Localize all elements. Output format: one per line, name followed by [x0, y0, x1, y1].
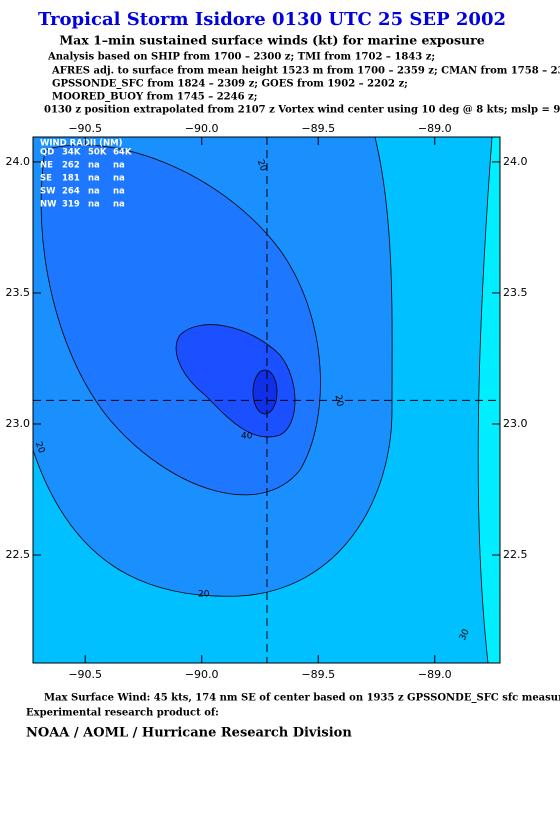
- y-tick-label: 24.0: [503, 155, 528, 168]
- x-tick-label: −89.5: [301, 668, 335, 681]
- wind-radii-cell: QD: [40, 148, 54, 158]
- wind-radii-cell: SW: [40, 187, 56, 197]
- wind-radii-title: WIND RADII (NM): [40, 139, 123, 149]
- x-tick-label: −90.5: [68, 668, 102, 681]
- y-tick-label: 23.5: [6, 286, 31, 299]
- y-tick-label: 23.0: [6, 417, 31, 430]
- wind-radii-cell: 319: [62, 200, 80, 210]
- y-tick-label: 22.5: [6, 548, 31, 561]
- wind-radii-cell: NE: [40, 161, 53, 171]
- max-wind: Max Surface Wind: 45 kts, 174 nm SE of c…: [44, 693, 560, 704]
- product-note: Experimental research product of:: [26, 708, 219, 719]
- contour-label: 40: [241, 432, 253, 442]
- plot-frame: [32, 136, 501, 664]
- contour-label: 30: [458, 627, 472, 642]
- x-tick-label: −90.0: [185, 122, 219, 135]
- analysis-line: GPSSONDE_SFC from 1824 – 2309 z; GOES fr…: [52, 79, 408, 90]
- x-tick-label: −89.0: [418, 122, 452, 135]
- wind-radii-cell: na: [113, 200, 125, 210]
- wind-radii-cell: 181: [62, 174, 80, 184]
- y-tick-label: 22.5: [503, 548, 528, 561]
- wind-radii-cell: na: [88, 187, 100, 197]
- analysis-line: AFRES adj. to surface from mean height 1…: [51, 66, 560, 77]
- x-tick-label: −90.5: [68, 122, 102, 135]
- wind-radii-cell: 34K: [62, 148, 81, 158]
- contour-label: 20: [33, 440, 46, 454]
- y-tick-label: 23.5: [503, 286, 528, 299]
- wind-radii-cell: na: [113, 174, 125, 184]
- wind-radii-cell: 262: [62, 161, 80, 171]
- y-tick-label: 24.0: [6, 155, 31, 168]
- axes: −90.5 −90.5 −90.0 −90.0 −89.5 −89.5 −89.0 −89.0…: [6, 122, 528, 681]
- wind-radii-cell: 264: [62, 187, 80, 197]
- contour-label: 20: [198, 590, 210, 600]
- contour-label: 20: [255, 158, 268, 172]
- analysis-line: Analysis based on SHIP from 1700 – 2300 …: [47, 52, 435, 63]
- analysis-line: MOORED_BUOY from 1745 – 2246 z;: [52, 92, 257, 103]
- wind-radii-cell: 64K: [113, 148, 132, 158]
- band: [252, 369, 278, 415]
- wind-radii-cell: na: [113, 161, 125, 171]
- wind-radii-cell: NW: [40, 200, 57, 210]
- title: Tropical Storm Isidore 0130 UTC 25 SEP 2…: [38, 9, 506, 30]
- wind-radii-cell: na: [88, 161, 100, 171]
- wind-radii-cell: na: [88, 174, 100, 184]
- wind-radii-cell: SE: [40, 174, 52, 184]
- x-tick-label: −89.5: [301, 122, 335, 135]
- x-tick-label: −90.0: [185, 668, 219, 681]
- position-note: 0130 z position extrapolated from 2107 z…: [44, 105, 560, 116]
- wind-radii-cell: na: [88, 200, 100, 210]
- wind-radii: WIND RADII (NM)QD 34K 50K 64K NE 262 na na SE 181…: [40, 139, 132, 210]
- wind-radii-cell: na: [113, 187, 125, 197]
- organization: NOAA / AOML / Hurricane Research Divisio…: [26, 726, 352, 741]
- y-tick-label: 23.0: [503, 417, 528, 430]
- x-tick-label: −89.0: [418, 668, 452, 681]
- contours: [33, 137, 500, 663]
- wind-radii-cell: 50K: [88, 148, 107, 158]
- subtitle: Max 1–min sustained surface winds (kt) f…: [59, 33, 484, 48]
